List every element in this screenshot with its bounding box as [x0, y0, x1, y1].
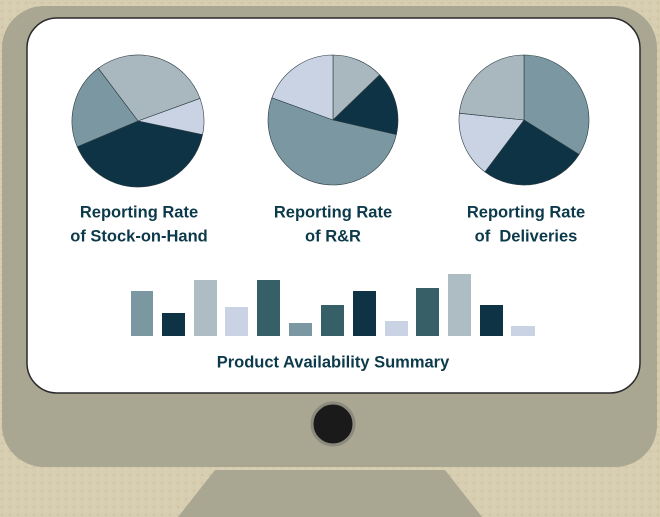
- pie-label: of Deliveries: [475, 227, 578, 245]
- bar-shape: [131, 291, 153, 336]
- bar-shape: [257, 280, 280, 336]
- bar-shape: [448, 274, 471, 336]
- pie-label: Reporting Rate: [274, 203, 392, 221]
- bar-shape: [194, 280, 217, 336]
- pie-label: Reporting Rate: [80, 203, 198, 221]
- page: Reporting Rate of Stock-on-Hand Reportin…: [0, 0, 660, 517]
- scene: Reporting Rate of Stock-on-Hand Reportin…: [0, 0, 660, 517]
- bar-shape: [385, 321, 408, 336]
- bar-shape: [480, 305, 503, 336]
- bar-shape: [289, 323, 312, 336]
- summary-title: Product Availability Summary: [217, 353, 450, 371]
- bar-shape: [225, 307, 248, 336]
- bar-shape: [321, 305, 344, 336]
- monitor-stand: [178, 470, 482, 517]
- bar-shape: [162, 313, 185, 336]
- pie-label: of Stock-on-Hand: [70, 227, 208, 245]
- bar-shape: [353, 291, 376, 336]
- pie-label: Reporting Rate: [467, 203, 585, 221]
- bar-shape: [511, 326, 535, 336]
- pie-illustrations: [72, 55, 589, 187]
- bar-shape: [416, 288, 439, 336]
- power-button: [312, 403, 354, 445]
- pie-label: of R&R: [305, 227, 361, 245]
